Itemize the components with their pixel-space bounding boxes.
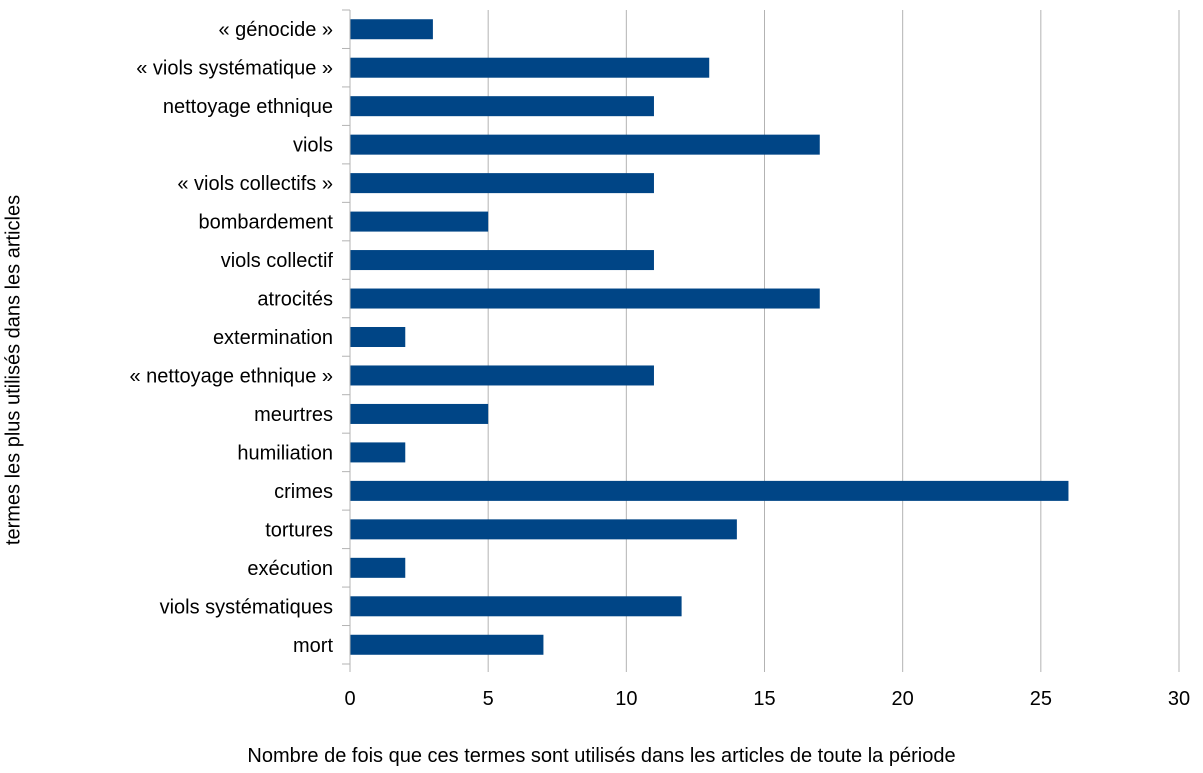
category-labels: « génocide » « viols systématique » nettoy… xyxy=(129,19,333,657)
x-tick-label: 10 xyxy=(615,688,637,710)
category-label: meurtres xyxy=(254,404,333,426)
bar xyxy=(350,134,820,155)
x-tick-label: 25 xyxy=(1030,688,1052,710)
bar xyxy=(350,442,406,463)
bar xyxy=(350,596,682,617)
bar xyxy=(350,519,737,540)
category-label: humiliation xyxy=(237,442,333,464)
x-tick-labels: 0 5 10 15 20 25 30 xyxy=(344,688,1190,710)
bar xyxy=(350,365,654,386)
bar xyxy=(350,250,654,271)
bar xyxy=(350,480,1069,501)
x-tick-label: 15 xyxy=(753,688,775,710)
x-tick-label: 5 xyxy=(483,688,494,710)
bar xyxy=(350,19,433,40)
category-label: viols collectif xyxy=(221,250,334,272)
x-tick-label: 30 xyxy=(1168,688,1190,710)
bar xyxy=(350,96,654,117)
x-tick-label: 0 xyxy=(344,688,355,710)
gridlines xyxy=(487,10,1180,664)
bar xyxy=(350,211,489,232)
x-tick-label: 20 xyxy=(892,688,914,710)
category-label: nettoyage ethnique xyxy=(163,96,333,118)
y-axis-title: termes les plus utilisés dans les articl… xyxy=(2,194,25,546)
category-label: mort xyxy=(293,635,333,657)
category-label: exécution xyxy=(247,558,333,580)
bar xyxy=(350,288,820,309)
category-label: bombardement xyxy=(198,212,333,234)
bar xyxy=(350,57,710,78)
category-label: tortures xyxy=(265,519,333,541)
category-label: « viols collectifs » xyxy=(177,173,333,195)
bar xyxy=(350,326,406,348)
bar xyxy=(350,403,489,424)
category-label: extermination xyxy=(213,327,333,349)
category-label: crimes xyxy=(274,481,333,503)
category-label: atrocités xyxy=(257,289,333,311)
category-label: « génocide » xyxy=(218,19,333,41)
axes xyxy=(342,9,1180,672)
category-label: « viols systématique » xyxy=(136,58,333,80)
category-label: viols systématiques xyxy=(160,596,333,618)
bar xyxy=(350,634,544,655)
bars xyxy=(350,19,1069,655)
bar xyxy=(350,557,406,578)
category-label: « nettoyage ethnique » xyxy=(129,365,333,387)
bar xyxy=(350,173,654,194)
category-label: viols xyxy=(293,135,333,157)
x-axis-title: Nombre de fois que ces termes sont utili… xyxy=(247,745,956,767)
